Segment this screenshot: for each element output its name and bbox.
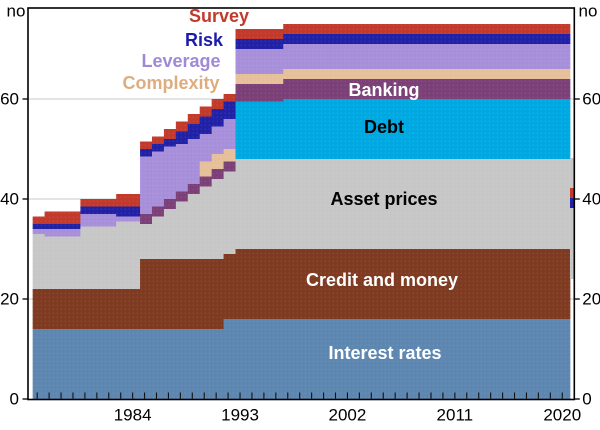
left-axis-label-20: 20 xyxy=(0,290,19,309)
value-tick-labels: 0 0 20 20 40 40 60 60 xyxy=(0,90,600,409)
band-label-asset-prices: Asset prices xyxy=(330,189,437,209)
right-axis-label-20: 20 xyxy=(582,290,600,309)
dither-texture xyxy=(29,9,574,399)
legend-leverage: Leverage xyxy=(141,51,220,71)
year-label-1984: 1984 xyxy=(114,406,152,425)
value-tick-marks xyxy=(22,98,580,400)
year-label-2020: 2020 xyxy=(543,406,581,425)
legend-risk: Risk xyxy=(185,30,224,50)
left-axis-label-0: 0 xyxy=(10,390,19,409)
right-axis-label-40: 40 xyxy=(582,190,600,209)
legend-survey: Survey xyxy=(189,6,249,26)
band-label-banking: Banking xyxy=(348,80,419,100)
left-axis-label-60: 60 xyxy=(0,90,19,109)
right-axis-label-0: 0 xyxy=(582,390,591,409)
left-axis-label-40: 40 xyxy=(0,190,19,209)
band-label-interest-rates: Interest rates xyxy=(328,343,441,363)
year-label-2002: 2002 xyxy=(329,406,367,425)
year-tick-marks xyxy=(36,392,563,399)
year-axis-labels: 1984 1993 2002 2011 2020 xyxy=(114,406,581,425)
right-axis-label-60: 60 xyxy=(582,90,600,109)
year-label-1993: 1993 xyxy=(221,406,259,425)
band-label-credit-and-money: Credit and money xyxy=(306,270,458,290)
legend-complexity: Complexity xyxy=(122,73,219,93)
unit-label-right: no xyxy=(579,2,598,21)
band-label-debt: Debt xyxy=(364,117,404,137)
plot-frame xyxy=(27,7,576,401)
year-label-2011: 2011 xyxy=(437,406,474,425)
unit-label-left: no xyxy=(7,2,26,21)
